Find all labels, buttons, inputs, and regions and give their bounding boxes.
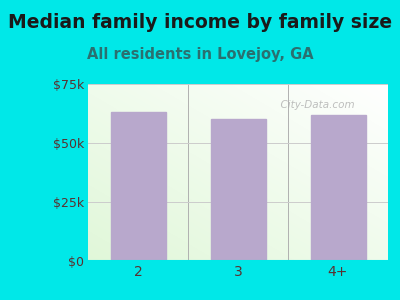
Bar: [210, 119, 266, 261]
Text: Median family income by family size: Median family income by family size: [8, 14, 392, 32]
Text: City-Data.com: City-Data.com: [274, 100, 355, 110]
Text: All residents in Lovejoy, GA: All residents in Lovejoy, GA: [87, 46, 313, 62]
Bar: [110, 112, 166, 261]
Bar: [310, 115, 366, 261]
